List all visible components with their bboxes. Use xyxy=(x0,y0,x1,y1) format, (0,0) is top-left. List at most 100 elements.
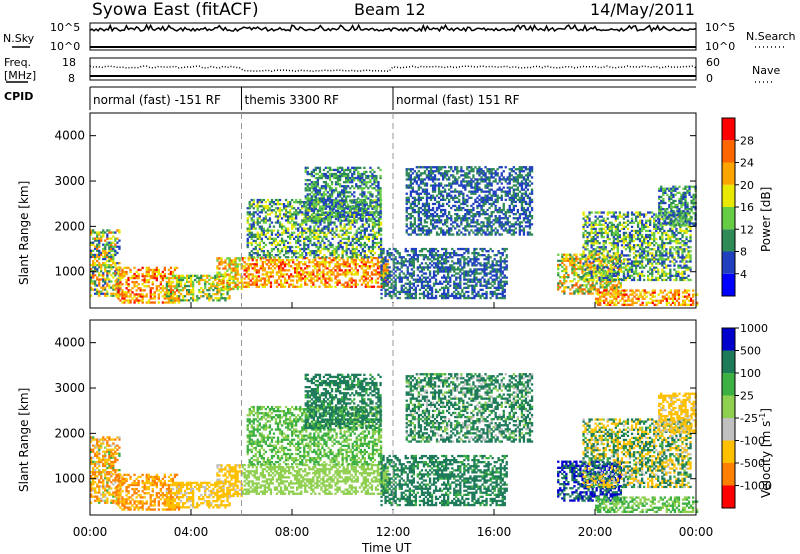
scatter-cell xyxy=(153,276,156,280)
scatter-cell xyxy=(445,247,448,251)
scatter-cell xyxy=(324,265,327,268)
scatter-cell xyxy=(265,275,268,278)
scatter-cell xyxy=(230,271,233,274)
scatter-cell xyxy=(434,278,438,281)
scatter-cell xyxy=(416,260,419,263)
nsky-panel: N.Sky 10^5 10^0 10^5 10^0 N.Search xyxy=(3,21,796,53)
scatter-cell xyxy=(110,294,113,297)
scatter-cell xyxy=(432,274,436,277)
scatter-cell xyxy=(431,215,435,218)
scatter-cell xyxy=(457,268,460,271)
scatter-cell xyxy=(470,219,473,222)
scatter-cell xyxy=(365,217,368,221)
scatter-cell xyxy=(359,219,362,222)
scatter-cell xyxy=(400,278,403,281)
scatter-cell xyxy=(96,288,99,291)
scatter-cell xyxy=(351,166,354,169)
scatter-cell xyxy=(409,186,412,189)
scatter-cell xyxy=(454,204,457,208)
scatter-cell xyxy=(398,290,401,294)
scatter-cell xyxy=(384,256,387,259)
scatter-cell xyxy=(224,275,227,278)
scatter-cell xyxy=(328,205,332,208)
scatter-cell xyxy=(339,166,342,169)
scatter-cell xyxy=(379,233,383,236)
scatter-cell xyxy=(256,237,259,240)
scatter-cell xyxy=(287,211,290,214)
scatter-cell xyxy=(351,239,354,243)
scatter-cell xyxy=(349,231,352,234)
scatter-cell xyxy=(447,292,450,296)
scatter-cell xyxy=(410,296,413,300)
scatter-cell xyxy=(447,290,450,294)
scatter-cell xyxy=(268,225,272,228)
scatter-cell xyxy=(339,201,342,204)
scatter-cell xyxy=(453,286,456,289)
scatter-cell xyxy=(376,281,380,284)
scatter-cell xyxy=(464,233,467,236)
scatter-cell xyxy=(175,284,179,288)
scatter-cell xyxy=(335,233,338,236)
scatter-cell xyxy=(361,213,364,216)
scatter-cell xyxy=(362,265,365,268)
scatter-cell xyxy=(412,264,415,267)
scatter-cell xyxy=(396,252,399,255)
scatter-cell xyxy=(324,217,328,221)
scatter-cell xyxy=(306,185,309,188)
scatter-cell xyxy=(473,250,476,253)
scatter-cell xyxy=(467,250,470,253)
scatter-cell xyxy=(448,194,451,197)
scatter-cell xyxy=(290,275,293,278)
scatter-cell xyxy=(466,221,469,224)
scatter-cell xyxy=(102,243,105,246)
scatter-cell xyxy=(405,200,408,204)
scatter-cell xyxy=(330,207,334,210)
scatter-cell xyxy=(323,254,326,257)
scatter-cell xyxy=(411,188,414,191)
scatter-cell xyxy=(326,281,329,284)
scatter-cell xyxy=(499,280,502,283)
scatter-cell xyxy=(412,262,415,265)
scatter-cell xyxy=(464,213,467,216)
scatter-cell xyxy=(439,288,442,291)
scatter-cell xyxy=(365,181,368,184)
scatter-cell xyxy=(357,174,360,178)
scatter-cell xyxy=(121,274,124,278)
scatter-cell xyxy=(458,225,461,228)
scatter-cell xyxy=(373,221,377,224)
scatter-cell xyxy=(443,270,446,273)
scatter-cell xyxy=(476,221,479,224)
scatter-cell xyxy=(424,284,428,287)
scatter-cell xyxy=(175,297,179,300)
scatter-cell xyxy=(328,209,332,212)
scatter-cell xyxy=(340,269,343,272)
scatter-cell xyxy=(334,205,338,208)
scatter-cell xyxy=(351,176,354,180)
scatter-cell xyxy=(262,231,265,234)
scatter-cell xyxy=(112,266,115,269)
scatter-cell xyxy=(330,183,334,186)
scatter-cell xyxy=(266,237,270,240)
scatter-cell xyxy=(398,274,401,277)
scatter-cell xyxy=(371,176,374,180)
scatter-cell xyxy=(161,270,164,274)
scatter-cell xyxy=(232,277,235,280)
scatter-cell xyxy=(470,166,473,169)
scatter-cell xyxy=(328,263,331,266)
scatter-cell xyxy=(355,235,358,238)
scatter-cell xyxy=(363,241,366,245)
scatter-cell xyxy=(477,262,480,265)
scatter-cell xyxy=(287,229,290,232)
scatter-cell xyxy=(98,274,101,277)
scatter-cell xyxy=(353,168,356,172)
scatter-cell xyxy=(371,247,375,251)
scatter-cell xyxy=(371,199,374,202)
scatter-cell xyxy=(218,273,221,276)
scatter-cell xyxy=(145,274,148,278)
scatter-cell xyxy=(341,254,344,257)
scatter-cell xyxy=(261,267,264,270)
scatter-cell xyxy=(322,283,325,286)
scatter-cell xyxy=(400,264,403,267)
scatter-cell xyxy=(224,261,227,264)
scatter-cell xyxy=(326,285,329,288)
